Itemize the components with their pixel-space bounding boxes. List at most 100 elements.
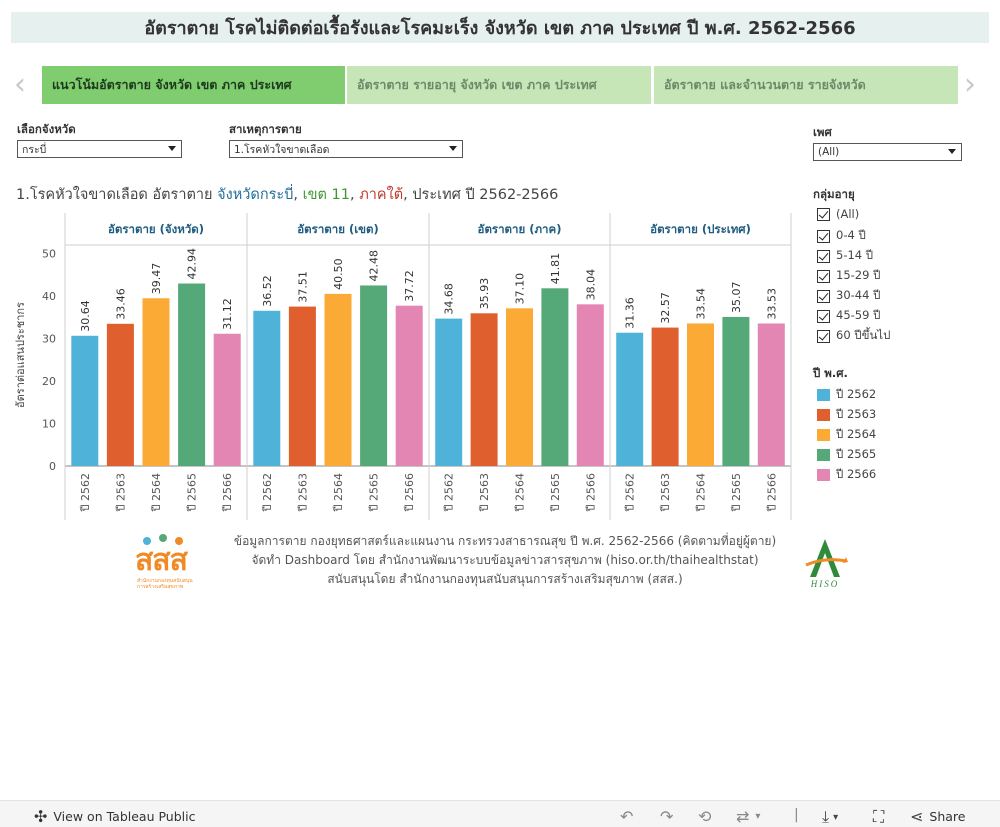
age-group-checkbox-item[interactable]: 45-59 ปี xyxy=(817,307,880,325)
sss-logo-text: สสส xyxy=(135,543,188,578)
bar xyxy=(71,335,99,466)
bar xyxy=(142,298,170,466)
revert-button[interactable]: ⟲ xyxy=(698,807,711,826)
x-tick-label: ปี 2564 xyxy=(332,473,345,513)
age-group-checkbox-item[interactable]: 5-14 ปี xyxy=(817,247,873,265)
bar xyxy=(178,283,206,466)
y-tick-label: 50 xyxy=(42,248,56,261)
chart-heading-region: ภาคใต้ xyxy=(359,187,404,203)
undo-button[interactable]: ↶ xyxy=(620,807,633,826)
download-button[interactable]: ⤓ ▾ xyxy=(822,807,838,827)
bar xyxy=(253,310,281,466)
bar-value-label: 42.48 xyxy=(368,250,381,282)
y-tick-label: 10 xyxy=(42,418,56,431)
chevron-down-icon: ▾ xyxy=(755,811,761,822)
x-tick-label: ปี 2562 xyxy=(79,473,92,513)
province-dropdown[interactable]: กระบี่ xyxy=(17,140,182,158)
footer-line-3: สนับสนุนโดย สำนักงานกองทุนสนับสนุนการสร้… xyxy=(327,572,683,586)
bar xyxy=(106,323,134,466)
hiso-logo-text: HISO xyxy=(810,579,840,589)
bar-chart: อัตราต่อแสนประชากร 0 10 20 30 40 50 อัตราตาย (จ… xyxy=(14,213,792,520)
age-group-checkbox-label: 15-29 ปี xyxy=(836,268,881,282)
x-tick-label: ปี 2566 xyxy=(765,473,778,513)
chevron-down-icon xyxy=(948,149,956,154)
age-group-checkbox-label: (All) xyxy=(836,207,860,221)
x-tick-label: ปี 2563 xyxy=(478,473,491,513)
refresh-icon: ⇄ xyxy=(736,807,750,826)
x-tick-label: ปี 2562 xyxy=(261,473,274,513)
checkbox-checked-icon[interactable] xyxy=(817,309,830,323)
toolbar-divider: | xyxy=(794,807,799,823)
share-label: Share xyxy=(929,809,966,824)
sex-filter-label: เพศ xyxy=(813,125,832,139)
fullscreen-button[interactable]: ⛶ xyxy=(873,807,884,827)
redo-button[interactable]: ↷ xyxy=(660,807,673,826)
bar xyxy=(506,308,533,466)
year-legend-item[interactable]: ปี 2566 xyxy=(817,466,876,484)
footer-line-1: ข้อมูลการตาย กองยุทธศาสตร์และแผนงาน กระท… xyxy=(233,534,777,548)
dashboard-title: อัตราตาย โรคไม่ติดต่อเรื้อรังและโรคมะเร็… xyxy=(11,12,989,43)
tab-by-age[interactable]: อัตราตาย รายอายุ จังหวัด เขต ภาค ประเทศ xyxy=(347,66,651,104)
chart-heading-prefix: 1.โรคหัวใจขาดเลือด อัตราตาย xyxy=(16,187,218,203)
legend-swatch xyxy=(817,469,830,481)
legend-swatch xyxy=(817,409,830,421)
tab-prev-arrow-icon[interactable]: ‹ xyxy=(14,67,26,102)
age-group-checkbox-label: 30-44 ปี xyxy=(836,288,881,302)
chevron-down-icon xyxy=(168,146,176,151)
checkbox-checked-icon[interactable] xyxy=(817,289,830,303)
year-legend-item[interactable]: ปี 2564 xyxy=(817,426,876,444)
fullscreen-icon: ⛶ xyxy=(873,807,885,826)
sss-logo: สสส สำนักงานกองทุนสนับสนุนการสร้างเสริมส… xyxy=(133,532,199,590)
age-group-checkbox-label: 60 ปีขึ้นไป xyxy=(836,328,891,342)
bar xyxy=(651,327,679,466)
view-on-tableau-label: View on Tableau Public xyxy=(53,809,196,824)
bar xyxy=(687,323,714,466)
age-group-checkbox-label: 45-59 ปี xyxy=(836,308,881,322)
view-on-tableau-link[interactable]: ✣ View on Tableau Public xyxy=(34,807,195,826)
tab-next-arrow-icon[interactable]: › xyxy=(964,67,976,102)
x-tick-label: ปี 2565 xyxy=(549,473,562,513)
sss-logo-subtext: สำนักงานกองทุนสนับสนุนการสร้างเสริมสุขภา… xyxy=(137,578,193,590)
bar-value-label: 32.57 xyxy=(659,292,672,324)
panel-header: อัตราตาย (ประเทศ) xyxy=(650,222,751,236)
bar-value-label: 40.50 xyxy=(332,258,345,290)
refresh-button[interactable]: ⇄ ▾ xyxy=(736,807,760,826)
age-group-checkbox-item[interactable]: 0-4 ปี xyxy=(817,227,866,245)
checkbox-checked-icon[interactable] xyxy=(817,207,830,221)
y-tick-label: 40 xyxy=(42,290,56,303)
hiso-logo: HISO xyxy=(800,535,850,590)
checkbox-checked-icon[interactable] xyxy=(817,249,830,263)
age-group-checkbox-item[interactable]: 60 ปีขึ้นไป xyxy=(817,327,890,345)
bar-value-label: 41.81 xyxy=(549,253,562,285)
bar-value-label: 30.64 xyxy=(79,300,92,332)
tab-trend[interactable]: แนวโน้มอัตราตาย จังหวัด เขต ภาค ประเทศ xyxy=(42,66,345,104)
x-tick-label: ปี 2565 xyxy=(730,473,743,513)
checkbox-checked-icon[interactable] xyxy=(817,229,830,243)
age-group-checkbox-item[interactable]: (All) xyxy=(817,207,859,221)
y-tick-label: 30 xyxy=(42,333,56,346)
sex-dropdown[interactable]: (All) xyxy=(813,143,962,161)
tab-by-province[interactable]: อัตราตาย และจำนวนตาย รายจังหวัด xyxy=(654,66,958,104)
year-legend-item[interactable]: ปี 2565 xyxy=(817,446,876,464)
cause-dropdown[interactable]: 1.โรคหัวใจขาดเลือด xyxy=(229,140,463,158)
chart-heading-sep: , xyxy=(293,187,303,203)
year-legend-item[interactable]: ปี 2563 xyxy=(817,406,876,424)
bar xyxy=(435,318,463,466)
age-group-checkbox-item[interactable]: 30-44 ปี xyxy=(817,287,880,305)
x-tick-label: ปี 2562 xyxy=(443,473,456,513)
checkbox-checked-icon[interactable] xyxy=(817,269,830,283)
sex-dropdown-value: (All) xyxy=(818,146,840,158)
bar-value-label: 37.10 xyxy=(514,273,527,305)
share-button[interactable]: ⋖ Share xyxy=(910,807,965,826)
chart-heading-zone: เขต 11 xyxy=(302,187,350,203)
checkbox-checked-icon[interactable] xyxy=(817,329,830,343)
year-legend-item[interactable]: ปี 2562 xyxy=(817,386,876,404)
bar xyxy=(324,293,352,466)
bar-value-label: 33.53 xyxy=(765,288,778,320)
bar-value-label: 37.51 xyxy=(296,271,309,303)
bar xyxy=(470,313,498,466)
revert-icon: ⟲ xyxy=(698,807,712,826)
bar xyxy=(395,305,423,466)
year-legend-label: ปี 2565 xyxy=(836,447,877,461)
age-group-checkbox-item[interactable]: 15-29 ปี xyxy=(817,267,880,285)
